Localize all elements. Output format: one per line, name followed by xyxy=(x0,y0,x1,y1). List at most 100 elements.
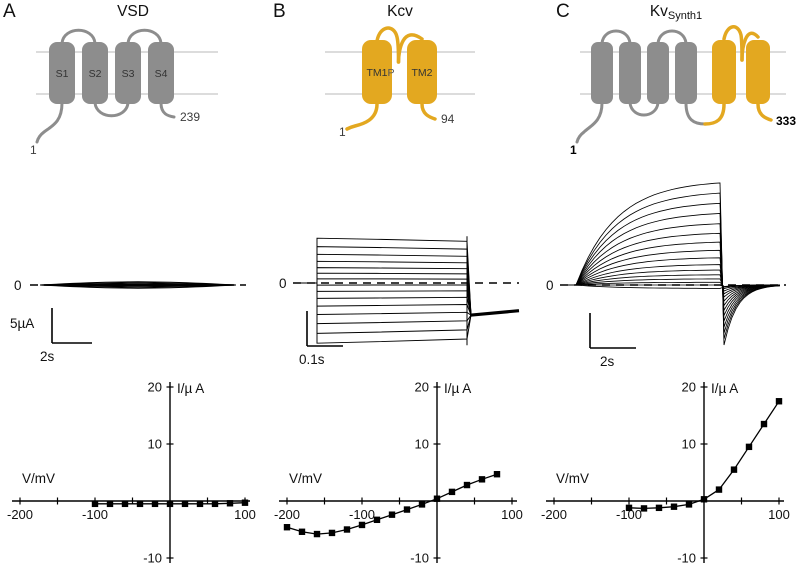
pore-loop-right xyxy=(396,33,424,64)
data-point xyxy=(775,398,783,405)
c-terminus-tail xyxy=(420,102,437,121)
data-point xyxy=(106,500,114,508)
time-scale-label: 2s xyxy=(40,349,55,364)
scale-bars: 0.1s xyxy=(299,311,343,367)
helix-s1 xyxy=(49,42,75,104)
pore-loop-right xyxy=(740,31,760,62)
iv-series xyxy=(283,471,501,538)
data-point xyxy=(655,504,663,512)
current-scale-label: 5µA xyxy=(10,316,34,331)
topology-kcv: TM1 TM2 P 1 94 xyxy=(325,26,475,139)
iv-axes: -200 -100 100 -10 10 20 I/µ A V/mV xyxy=(541,380,790,566)
topology-vsd: S1 S2 S3 S4 1 239 xyxy=(30,28,218,157)
data-point xyxy=(463,481,471,489)
x-tick-label: -100 xyxy=(616,507,642,522)
pore-label: P xyxy=(387,67,394,79)
helix-s1-label: S1 xyxy=(56,68,69,80)
data-point xyxy=(136,500,144,508)
data-point xyxy=(388,511,396,518)
iv-axes: -200 -100 100 -10 10 20 I/µ A V/mV xyxy=(274,380,523,566)
helix-s2 xyxy=(82,42,108,104)
data-point xyxy=(730,466,738,473)
data-point xyxy=(211,500,219,508)
chimera-loops xyxy=(575,25,773,144)
chimera-helices xyxy=(591,40,770,104)
x-axis-label: V/mV xyxy=(556,471,589,486)
y-tick-label: -10 xyxy=(143,551,162,566)
n-terminus-label: 1 xyxy=(339,125,346,139)
y-tick-label: -10 xyxy=(677,551,696,566)
data-point xyxy=(373,516,381,524)
y-tick-label: 10 xyxy=(415,437,429,452)
y-tick-label: -10 xyxy=(410,551,429,566)
panel-c-letter: C xyxy=(556,1,570,22)
y-tick-label: 20 xyxy=(148,380,162,395)
helix-s4 xyxy=(148,42,174,104)
data-point xyxy=(91,500,99,508)
iv-series xyxy=(625,398,783,512)
x-tick-label: 100 xyxy=(768,507,790,522)
scale-bars: 5µA 2s xyxy=(10,308,92,364)
helix-s4-label: S4 xyxy=(155,68,168,80)
panel-a-title-text: VSD xyxy=(117,3,149,20)
data-point xyxy=(625,504,633,512)
c-terminus-tail xyxy=(159,101,176,119)
helix-tm2-label: TM2 xyxy=(412,67,433,79)
x-tick-label: -100 xyxy=(349,507,375,522)
scale-bars: 2s xyxy=(589,313,636,369)
data-point xyxy=(283,524,291,531)
zero-label: 0 xyxy=(546,278,554,293)
x-tick-label: -200 xyxy=(7,507,33,522)
iv-plot-vsd: -200 -100 100 -10 10 20 I/µ A V/mV xyxy=(7,380,256,566)
traces-kvsynth1: 0 2s xyxy=(546,182,786,369)
y-tick-label: 20 xyxy=(682,380,696,395)
time-scale-label: 0.1s xyxy=(299,352,325,367)
panel-b-title: Kcv xyxy=(267,3,533,21)
panel-b-letter: B xyxy=(273,1,286,22)
n-terminus-tail xyxy=(575,101,604,144)
data-point xyxy=(493,471,501,478)
helix-tm2 xyxy=(407,40,437,104)
helix-tm1 xyxy=(362,40,392,104)
data-point xyxy=(478,476,486,483)
topology-kvsynth1: 1 333 xyxy=(570,25,796,157)
n-terminus-tail xyxy=(35,101,64,144)
data-point xyxy=(328,529,336,537)
c-terminus-label: 333 xyxy=(776,114,796,128)
y-tick-label: 20 xyxy=(415,380,429,395)
data-point xyxy=(241,499,249,506)
y-axis-label: I/µ A xyxy=(444,381,471,396)
kcv-loops xyxy=(345,26,437,131)
panel-a: A VSD S1 S2 S3 xyxy=(0,0,266,574)
helix-tm2 xyxy=(746,40,770,104)
data-point xyxy=(433,495,441,502)
data-point xyxy=(418,501,426,508)
y-tick-label: 10 xyxy=(682,437,696,452)
x-tick-label: -100 xyxy=(82,507,108,522)
data-point xyxy=(298,528,306,535)
data-point xyxy=(121,500,129,508)
x-tick-label: -200 xyxy=(274,507,300,522)
panel-c-title-main: Kv xyxy=(649,3,668,20)
data-point xyxy=(358,521,366,529)
data-point xyxy=(700,496,708,503)
vsd-loops xyxy=(35,28,176,144)
linker-gray xyxy=(684,101,707,126)
kcv-helices: TM1 TM2 xyxy=(362,40,437,104)
data-point xyxy=(640,505,648,512)
panel-c-title-subscript: Synth1 xyxy=(667,10,703,22)
x-tick-label: 100 xyxy=(234,507,256,522)
helix-s1 xyxy=(591,42,613,104)
n-terminus-label: 1 xyxy=(570,143,577,157)
iv-series xyxy=(91,499,249,508)
data-point xyxy=(313,530,321,538)
current-traces xyxy=(301,236,520,346)
time-scale-label: 2s xyxy=(600,354,615,369)
current-traces xyxy=(562,182,781,346)
panel-b-title-text: Kcv xyxy=(387,3,413,20)
panel-a-letter: A xyxy=(3,1,16,22)
helix-s3 xyxy=(115,42,141,104)
zero-label: 0 xyxy=(279,276,287,291)
helix-s2-label: S2 xyxy=(89,68,102,80)
